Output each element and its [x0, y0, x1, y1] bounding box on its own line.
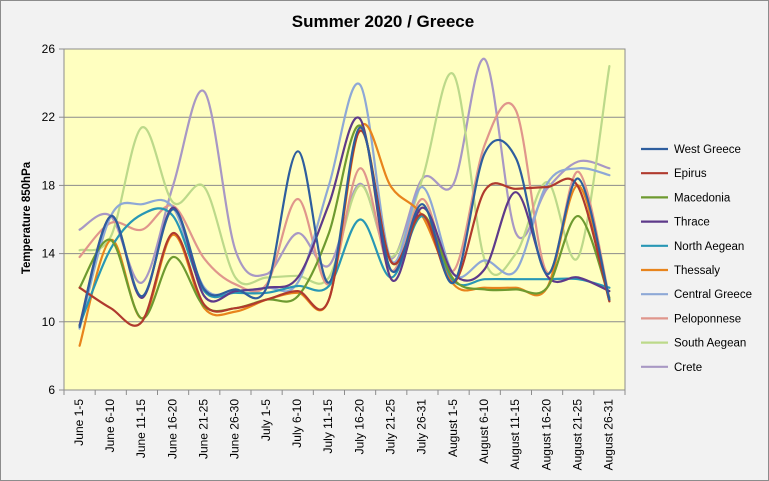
x-tick-label: July 11-15 — [321, 399, 335, 454]
x-tick-label: July 26-31 — [415, 399, 429, 455]
x-tick-label: August 21-25 — [570, 399, 584, 471]
x-tick-label: June 26-30 — [228, 399, 242, 459]
y-axis-title: Temperature 850hPa — [21, 161, 33, 274]
legend: West Greece Epirus Macedonia Thrace North Ae… — [641, 144, 752, 374]
legend-label-macedonia: Macedonia — [674, 192, 731, 204]
legend-label-central-greece: Central Greece — [674, 289, 752, 301]
series-line-south-aegean — [78, 65, 611, 286]
series-line-macedonia — [78, 124, 611, 320]
y-tick-label: 6 — [48, 383, 55, 397]
x-tick-label: August 6-10 — [477, 399, 491, 464]
legend-label-epirus: Epirus — [674, 168, 707, 180]
x-tick-label: August 26-31 — [602, 399, 616, 471]
x-tick-label: July 6-10 — [290, 399, 304, 448]
x-axis: June 1-5 June 6-10 June 11-15 June 16-20 Jun… — [63, 390, 626, 471]
y-tick-label: 22 — [42, 110, 56, 124]
legend-label-thrace: Thrace — [674, 217, 710, 229]
x-tick-label: June 1-5 — [72, 399, 86, 446]
chart-title: Summer 2020 / Greece — [292, 12, 474, 31]
legend-label-thessaly: Thessaly — [674, 265, 720, 277]
y-axis: 6 10 14 18 22 26 — [42, 42, 64, 397]
legend-label-peloponnese: Peloponnese — [674, 313, 741, 325]
series-line-west-greece — [78, 126, 611, 328]
y-tick-label: 14 — [42, 247, 56, 261]
legend-label-crete: Crete — [674, 362, 702, 374]
series-line-peloponnese — [78, 102, 611, 299]
x-tick-label: August 16-20 — [539, 399, 553, 471]
x-tick-label: June 21-25 — [196, 399, 210, 459]
legend-label-south-aegean: South Aegean — [674, 338, 746, 350]
x-tick-label: July 16-20 — [352, 399, 366, 455]
y-tick-label: 10 — [42, 315, 56, 329]
x-tick-label: June 6-10 — [103, 399, 117, 453]
x-tick-label: August 1-5 — [446, 399, 460, 457]
series-lines — [78, 58, 611, 347]
x-tick-label: July 1-5 — [259, 399, 273, 441]
x-tick-label: August 11-15 — [508, 399, 522, 470]
y-tick-label: 26 — [42, 42, 56, 56]
y-tick-label: 18 — [42, 178, 56, 192]
legend-label-north-aegean: North Aegean — [674, 241, 744, 253]
x-tick-label: July 21-25 — [383, 399, 397, 455]
legend-label-west-greece: West Greece — [674, 144, 741, 156]
x-tick-label: June 11-15 — [134, 399, 148, 458]
x-tick-label: June 16-20 — [165, 399, 179, 459]
